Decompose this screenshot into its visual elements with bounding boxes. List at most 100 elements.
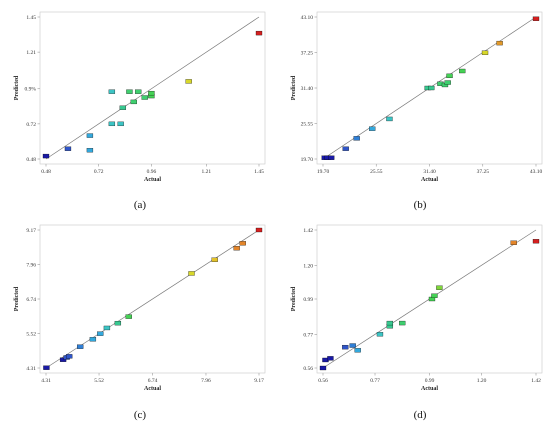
data-point (64, 146, 72, 151)
data-point (532, 239, 540, 244)
data-point (386, 320, 394, 326)
y-tick-label: 6.74 (26, 297, 36, 303)
data-point (211, 257, 218, 262)
y-tick-label: 25.55 (301, 122, 314, 128)
data-point (255, 227, 263, 233)
y-tick-label: 0.77 (303, 332, 313, 338)
data-point (86, 148, 94, 153)
data-point (349, 343, 356, 348)
y-tick-label: 37.25 (301, 51, 314, 57)
data-point (114, 320, 122, 326)
x-axis-title: Actual (421, 386, 438, 392)
data-point (354, 348, 361, 353)
y-tick-label: 1.45 (26, 15, 36, 21)
x-tick-label: 25.55 (370, 169, 383, 175)
panel-label: (d) (414, 409, 427, 421)
data-point (108, 89, 116, 94)
y-tick-label: 0.72 (26, 122, 36, 128)
data-point (130, 99, 137, 105)
data-point (77, 344, 84, 349)
ideal-fit-line (45, 16, 260, 160)
data-point (328, 155, 335, 160)
y-tick-label: 0.56 (303, 366, 313, 372)
x-tick-label: 0.96 (147, 169, 157, 175)
data-point (431, 293, 438, 298)
y-tick-label: 1.21 (26, 50, 36, 56)
x-axis-title: Actual (421, 177, 438, 183)
data-point (185, 79, 192, 84)
data-point (125, 314, 132, 319)
data-point (103, 325, 111, 331)
chart-panel-0: 0.48 0.72 0.96 1.21 1.45 0.48 0.72 0.9% 1.21 1.45… (14, 11, 266, 211)
data-point (327, 356, 334, 361)
panel-label: (c) (134, 409, 147, 421)
y-tick-label: 0.48 (26, 157, 36, 163)
data-point (353, 136, 360, 141)
y-tick-label: 43.10 (301, 15, 314, 21)
data-point (89, 337, 97, 342)
y-tick-label: 1.20 (303, 263, 313, 269)
data-point (459, 68, 466, 74)
x-axis-title: Actual (144, 386, 161, 392)
x-tick-label: 1.42 (531, 378, 541, 384)
data-point (239, 241, 246, 246)
y-tick-label: 9.17 (26, 228, 36, 234)
data-point (233, 246, 240, 251)
data-point (66, 354, 73, 359)
x-tick-label: 7.96 (201, 378, 211, 384)
y-tick-label: 0.9% (25, 87, 37, 93)
data-point (399, 320, 406, 326)
x-tick-label: 0.99 (425, 378, 435, 384)
data-point (532, 16, 540, 21)
x-tick-label: 5.52 (94, 378, 104, 384)
data-point (386, 116, 393, 122)
data-point (342, 344, 349, 350)
data-point (135, 89, 142, 94)
x-tick-label: 1.45 (254, 169, 264, 175)
data-point (496, 40, 503, 46)
data-point (148, 90, 155, 96)
data-point (43, 365, 50, 370)
data-point (97, 331, 104, 336)
x-tick-label: 0.48 (41, 169, 51, 175)
x-tick-label: 37.25 (477, 169, 490, 175)
y-axis-title: Predicted (291, 286, 297, 311)
x-tick-label: 1.20 (477, 378, 487, 384)
y-axis-title: Predicted (14, 75, 20, 100)
y-tick-label: 5.52 (26, 332, 36, 338)
data-point (444, 80, 451, 85)
data-point (117, 121, 124, 127)
data-point (369, 126, 376, 131)
data-point (319, 365, 327, 371)
data-point (342, 146, 349, 151)
x-tick-label: 0.77 (370, 378, 380, 384)
x-tick-label: 4.31 (41, 378, 51, 384)
y-tick-label: 31.40 (301, 86, 314, 92)
data-point (376, 332, 384, 337)
y-tick-label: 19.70 (301, 157, 314, 163)
data-point (141, 95, 148, 100)
panel-label: (a) (134, 199, 147, 211)
x-tick-label: 0.72 (94, 169, 104, 175)
data-point (428, 85, 435, 91)
data-point (510, 240, 517, 245)
data-point (446, 73, 453, 79)
panel-label: (b) (414, 199, 427, 211)
x-tick-label: 9.17 (254, 378, 264, 384)
data-point (188, 271, 195, 276)
data-point (481, 50, 489, 55)
y-tick-label: 7.96 (26, 262, 36, 268)
chart-panel-3: 0.56 0.77 0.99 1.20 1.42 0.56 0.77 0.99 1.20 1.42… (291, 224, 543, 421)
x-tick-label: 31.40 (423, 169, 436, 175)
chart-panel-2: 4.31 5.52 6.74 7.96 9.17 4.31 5.52 6.74 7.96 9.17… (14, 224, 266, 421)
x-tick-label: 1.21 (201, 169, 211, 175)
y-tick-label: 0.99 (303, 297, 313, 303)
data-point (126, 89, 133, 94)
x-tick-label: 0.56 (318, 378, 328, 384)
data-point (59, 357, 67, 362)
y-axis-title: Predicted (14, 286, 20, 311)
data-point (108, 121, 116, 127)
data-point (119, 105, 127, 110)
y-tick-label: 4.31 (26, 366, 36, 372)
